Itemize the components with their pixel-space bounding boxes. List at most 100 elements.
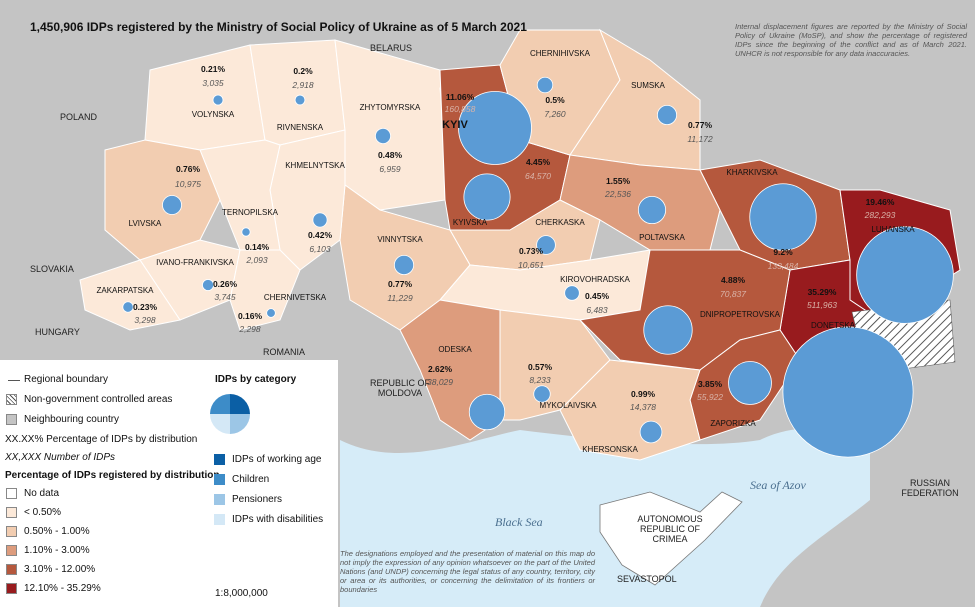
idps-label: 2,093 <box>245 255 268 265</box>
idp-pie <box>266 308 276 318</box>
idps-label: 7,260 <box>544 109 566 119</box>
percent-label: 11.06% <box>446 92 475 102</box>
category-swatch <box>214 494 225 505</box>
category-label: Pensioners <box>232 494 283 505</box>
idp-pie <box>393 254 415 276</box>
idps-label: 511,963 <box>807 300 837 310</box>
idp-pie <box>294 94 306 106</box>
percent-label: 0.57% <box>528 362 553 372</box>
idp-pie <box>639 420 663 444</box>
region <box>559 359 701 461</box>
idps-label: 11,172 <box>687 134 713 144</box>
idps-label: 3,035 <box>202 78 224 88</box>
percent-label: 0.48% <box>378 150 403 160</box>
disclaimer: The designations employed and the presen… <box>340 549 595 594</box>
idps-label: 70,837 <box>720 289 746 299</box>
class-label: No data <box>24 488 60 499</box>
idp-pie <box>162 195 182 215</box>
idp-pie <box>536 76 554 94</box>
idps-label: 38,029 <box>427 377 453 387</box>
scale: 1:8,000,000 <box>215 588 268 599</box>
category-swatch <box>214 474 225 485</box>
legend-item: XX,XXX Number of IDPs <box>5 452 116 463</box>
percent-label: 0.76% <box>176 164 201 174</box>
legend-title: Percentage of IDPs registered by distrib… <box>5 470 220 481</box>
idps-label: 10,975 <box>175 179 201 189</box>
idp-pie <box>856 226 954 324</box>
percent-label: 35.29% <box>808 287 837 297</box>
idp-pie <box>463 173 511 221</box>
region-name: LVIVSKA <box>129 219 162 228</box>
country-label: SLOVAKIA <box>30 264 74 274</box>
idps-label: 3,298 <box>134 315 156 325</box>
crimea <box>599 491 743 586</box>
percent-label: 0.45% <box>585 291 610 301</box>
idps-label: 8,233 <box>529 375 551 385</box>
pies <box>122 76 954 458</box>
region-name: ZAKARPATSKA <box>96 286 154 295</box>
idp-pie <box>122 301 134 313</box>
idp-pie <box>656 104 678 126</box>
percent-label: 4.88% <box>721 275 746 285</box>
percent-label: 0.16% <box>238 311 263 321</box>
idp-pie <box>212 94 224 106</box>
legend-title: IDPs by category <box>215 374 297 385</box>
idps-label: 133,484 <box>768 261 799 271</box>
class-label: 0.50% - 1.00% <box>24 526 90 537</box>
region-name: KHERSONSKA <box>582 445 638 454</box>
idps-label: 6,483 <box>586 305 608 315</box>
sea-label: Black Sea <box>495 515 543 529</box>
percent-label: 0.42% <box>308 230 333 240</box>
percent-label: 3.85% <box>698 379 723 389</box>
legend-item: XX.XX% Percentage of IDPs by distributio… <box>5 434 198 445</box>
category-swatch <box>214 514 225 525</box>
region-name: TERNOPILSKA <box>222 208 279 217</box>
country-label: ROMANIA <box>263 347 306 357</box>
percent-label: 0.77% <box>388 279 413 289</box>
region-name: VOLYNSKA <box>192 110 235 119</box>
country-label: RUSSIAN FEDERATION <box>901 478 959 498</box>
legend: Regional boundary Non-government control… <box>0 360 338 607</box>
ngca-symbol <box>6 394 17 405</box>
class-label: 3.10% - 12.00% <box>24 564 96 575</box>
region <box>499 309 611 421</box>
country-label: POLAND <box>60 112 98 122</box>
idp-pie <box>536 235 556 255</box>
sea-label: Sea of Azov <box>750 478 806 492</box>
neighbour-symbol <box>6 414 17 425</box>
idps-label: 2,918 <box>291 80 314 90</box>
class-swatch <box>6 488 17 499</box>
idps-label: 6,103 <box>309 244 331 254</box>
region-name: KIROVOHRADSKA <box>560 275 630 284</box>
note: Internal displacement figures are report… <box>735 22 967 58</box>
percent-label: 0.21% <box>201 64 226 74</box>
legend-item: Neighbouring country <box>24 414 120 425</box>
region <box>79 259 181 331</box>
region-name: KHARKIVSKA <box>726 168 778 177</box>
region-name: ZHYTOMYRSKA <box>360 103 421 112</box>
class-swatch <box>6 545 17 556</box>
idps-label: 282,293 <box>864 210 896 220</box>
percent-label: 0.23% <box>133 302 158 312</box>
idps-label: 3,745 <box>214 292 236 302</box>
percent-label: 19.46% <box>866 197 895 207</box>
idps-label: 11,229 <box>387 293 413 303</box>
idps-label: 55,922 <box>697 392 723 402</box>
percent-label: 0.73% <box>519 246 544 256</box>
labels: VOLYNSKA 0.21% 3,035 RIVNENSKA 0.2% 2,918 ZHYT… <box>96 49 915 454</box>
region-name: SUMSKA <box>631 81 665 90</box>
percent-label: 1.55% <box>606 176 631 186</box>
percent-label: 0.14% <box>245 242 270 252</box>
region-name: DNIPROPETROVSKA <box>700 310 781 319</box>
percent-label: 0.5% <box>545 95 565 105</box>
idp-pie <box>468 393 506 431</box>
country-label: HUNGARY <box>35 327 80 337</box>
category-swatch <box>214 454 225 465</box>
class-swatch <box>6 526 17 537</box>
region-name: IVANO-FRANKIVSKA <box>156 258 234 267</box>
idps-label: 160,858 <box>445 104 476 114</box>
class-label: 12.10% - 35.29% <box>24 583 101 594</box>
idp-pie <box>637 195 667 225</box>
region <box>229 249 301 331</box>
